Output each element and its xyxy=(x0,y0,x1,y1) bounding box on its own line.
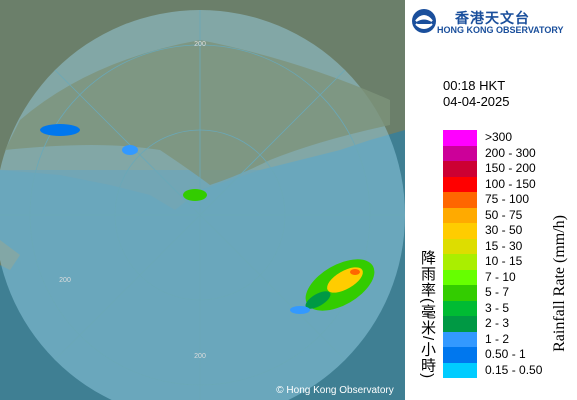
island xyxy=(0,240,20,270)
copyright: © Hong Kong Observatory xyxy=(276,385,393,396)
legend-swatch xyxy=(443,161,477,177)
legend-label: 75 - 100 xyxy=(485,192,530,206)
legend-swatch xyxy=(443,223,477,239)
ring-label: 200 xyxy=(194,41,206,48)
rain-echo xyxy=(350,269,360,275)
rain-echo xyxy=(40,124,80,136)
logo xyxy=(412,9,436,33)
legend-swatch xyxy=(443,176,477,192)
info-panel: 香港天文台 HONG KONG OBSERVATORY 00:18 HKT 04… xyxy=(405,0,577,400)
sea xyxy=(0,130,405,400)
legend-swatch xyxy=(443,254,477,270)
radial-line xyxy=(54,69,346,361)
time: 00:18 HKT xyxy=(443,78,506,93)
legend-label: 30 - 50 xyxy=(485,223,523,237)
legend-title-chinese: 降雨率(毫米/小時) xyxy=(419,250,436,380)
legend-label: 200 - 300 xyxy=(485,145,536,160)
legend-label: >300 xyxy=(485,130,513,144)
legend-swatch xyxy=(443,362,477,378)
legend-label: 50 - 75 xyxy=(485,207,523,222)
org-name-english: HONG KONG OBSERVATORY xyxy=(437,25,564,35)
legend-swatch xyxy=(443,238,477,254)
legend-swatch xyxy=(443,207,477,223)
legend-label: 150 - 200 xyxy=(485,161,536,175)
legend-swatch xyxy=(443,192,477,208)
legend-label: 1 - 2 xyxy=(485,331,510,346)
legend-swatch xyxy=(443,300,477,316)
ring-label: 200 xyxy=(59,277,71,284)
legend-label: 10 - 15 xyxy=(485,254,523,268)
rain-echo xyxy=(122,145,138,155)
legend-swatch xyxy=(443,331,477,347)
legend-label: 5 - 7 xyxy=(485,285,510,299)
radar-map: 200 200 200 © Hong Kong Observatory xyxy=(0,0,405,400)
legend-label: 100 - 150 xyxy=(485,176,536,191)
legend-label: 7 - 10 xyxy=(485,269,516,284)
legend-swatch xyxy=(443,130,477,146)
legend-swatch xyxy=(443,269,477,285)
rain-echo xyxy=(183,189,207,201)
legend-title-english: Rainfall Rate (mm/h) xyxy=(551,215,568,352)
legend-swatch xyxy=(443,145,477,161)
legend-swatch xyxy=(443,347,477,363)
legend-label: 3 - 5 xyxy=(485,300,510,315)
legend-label: 2 - 3 xyxy=(485,316,510,330)
legend-swatch xyxy=(443,316,477,332)
legend-label: 0.50 - 1 xyxy=(485,347,526,361)
legend-swatch xyxy=(443,285,477,301)
legend-label: 15 - 30 xyxy=(485,238,523,253)
org-name-chinese: 香港天文台 xyxy=(455,10,530,26)
ring-label: 200 xyxy=(194,353,206,360)
rain-echo xyxy=(305,291,331,309)
legend-label: 0.15 - 0.50 xyxy=(485,362,543,377)
rain-echo xyxy=(290,306,310,314)
date: 04-04-2025 xyxy=(443,94,510,109)
